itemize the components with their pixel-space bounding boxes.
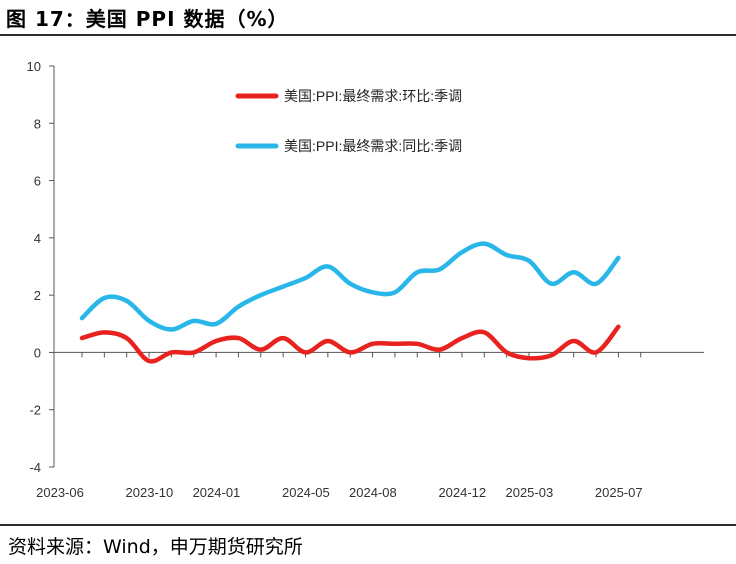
- x-tick-label: 2023-06: [36, 485, 84, 500]
- y-tick-label: 4: [34, 231, 41, 246]
- y-tick-label: -2: [29, 403, 41, 418]
- chart-header: 图 17：美国 PPI 数据（%）: [0, 0, 736, 36]
- y-tick-label: 0: [34, 345, 41, 360]
- x-tick-label: 2023-10: [126, 485, 174, 500]
- x-tick-label: 2024-08: [349, 485, 397, 500]
- source-note: 资料来源：Wind，申万期货研究所: [8, 536, 303, 558]
- y-tick-label: 10: [27, 59, 41, 74]
- series-line-1: [79, 324, 621, 364]
- legend-label-2: 美国:PPI:最终需求:同比:季调: [284, 138, 462, 154]
- x-tick-label: 2025-03: [505, 485, 553, 500]
- y-tick-label: -4: [29, 460, 41, 475]
- y-tick-label: 2: [34, 288, 41, 303]
- y-tick-label: 6: [34, 174, 41, 189]
- chart-title: 图 17：美国 PPI 数据（%）: [6, 7, 289, 31]
- x-tick-label: 2024-05: [282, 485, 330, 500]
- series-line-2: [79, 241, 621, 332]
- plot-area: 10 8 6 4 2 0 -2 -4 2023-06 2023-10 2024-01 2024-05 2…: [0, 36, 736, 524]
- chart-footer: 资料来源：Wind，申万期货研究所: [0, 524, 736, 564]
- x-tick-label: 2024-01: [193, 485, 241, 500]
- x-tick-label: 2025-07: [595, 485, 643, 500]
- line-chart: 10 8 6 4 2 0 -2 -4 2023-06 2023-10 2024-01 2024-05 2…: [27, 59, 704, 500]
- x-tick-label: 2024-12: [438, 485, 486, 500]
- legend-label-1: 美国:PPI:最终需求:环比:季调: [284, 88, 462, 104]
- y-tick-label: 8: [34, 116, 41, 131]
